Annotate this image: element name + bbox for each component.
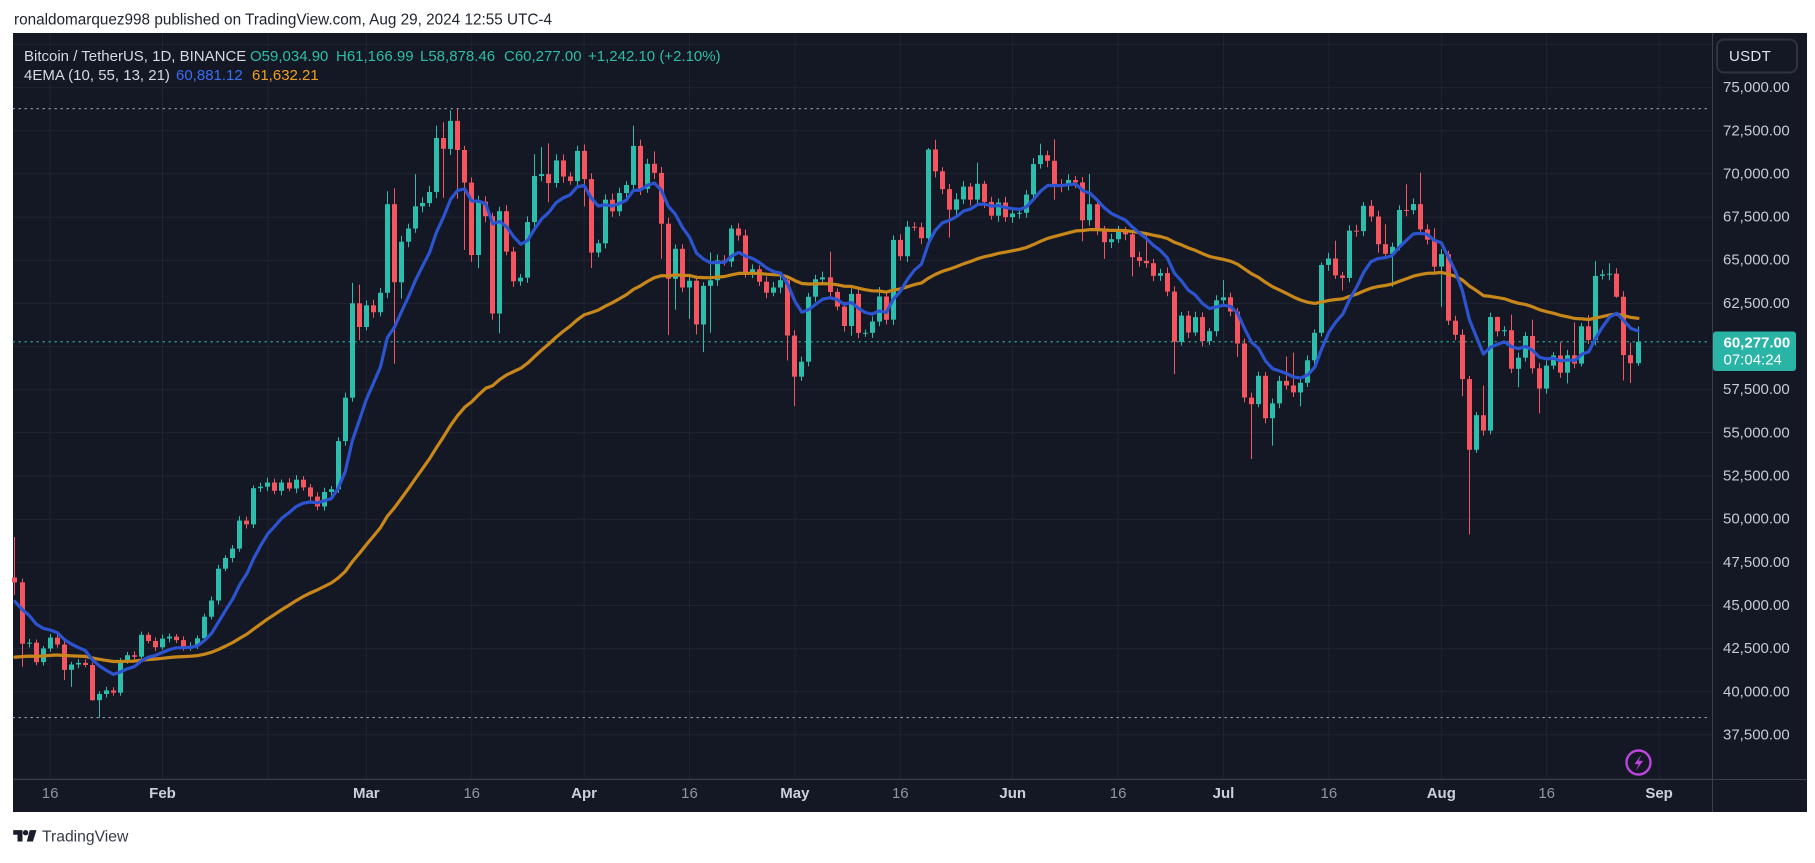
svg-text:50,000.00: 50,000.00 xyxy=(1723,511,1790,528)
svg-text:72,500.00: 72,500.00 xyxy=(1723,122,1790,139)
svg-text:+1,242.10 (+2.10%): +1,242.10 (+2.10%) xyxy=(588,48,721,65)
svg-text:Apr: Apr xyxy=(571,785,597,802)
svg-text:60,881.12: 60,881.12 xyxy=(176,67,243,84)
svg-text:61,632.21: 61,632.21 xyxy=(252,67,319,84)
svg-text:16: 16 xyxy=(1110,785,1127,802)
svg-text:USDT: USDT xyxy=(1729,48,1771,65)
svg-text:65,000.00: 65,000.00 xyxy=(1723,252,1790,269)
svg-text:Jul: Jul xyxy=(1213,785,1235,802)
svg-text:16: 16 xyxy=(1538,785,1555,802)
svg-text:57,500.00: 57,500.00 xyxy=(1723,381,1790,398)
svg-text:16: 16 xyxy=(892,785,909,802)
svg-text:ronaldomarquez998 published on: ronaldomarquez998 published on TradingVi… xyxy=(14,12,553,29)
svg-text:55,000.00: 55,000.00 xyxy=(1723,424,1790,441)
svg-text:16: 16 xyxy=(42,785,59,802)
svg-text:37,500.00: 37,500.00 xyxy=(1723,726,1790,743)
svg-text:Bitcoin / TetherUS, 1D, BINANC: Bitcoin / TetherUS, 1D, BINANCE xyxy=(24,48,246,65)
svg-text:52,500.00: 52,500.00 xyxy=(1723,467,1790,484)
svg-text:62,500.00: 62,500.00 xyxy=(1723,295,1790,312)
svg-text:H61,166.99: H61,166.99 xyxy=(336,48,414,65)
svg-text:Feb: Feb xyxy=(149,785,176,802)
svg-text:42,500.00: 42,500.00 xyxy=(1723,640,1790,657)
svg-text:16: 16 xyxy=(1321,785,1338,802)
svg-text:Aug: Aug xyxy=(1427,785,1456,802)
svg-text:07:04:24: 07:04:24 xyxy=(1724,352,1782,369)
svg-text:Jun: Jun xyxy=(999,785,1026,802)
svg-text:47,500.00: 47,500.00 xyxy=(1723,554,1790,571)
svg-text:Sep: Sep xyxy=(1645,785,1673,802)
svg-text:67,500.00: 67,500.00 xyxy=(1723,209,1790,226)
svg-text:O59,034.90: O59,034.90 xyxy=(250,48,328,65)
svg-text:May: May xyxy=(780,785,810,802)
svg-text:C60,277.00: C60,277.00 xyxy=(504,48,582,65)
svg-text:16: 16 xyxy=(463,785,480,802)
svg-text:45,000.00: 45,000.00 xyxy=(1723,597,1790,614)
svg-text:L58,878.46: L58,878.46 xyxy=(420,48,495,65)
svg-text:70,000.00: 70,000.00 xyxy=(1723,165,1790,182)
svg-text:60,277.00: 60,277.00 xyxy=(1724,335,1791,352)
svg-text:16: 16 xyxy=(681,785,698,802)
svg-text:40,000.00: 40,000.00 xyxy=(1723,683,1790,700)
svg-text:4EMA (10, 55, 13, 21): 4EMA (10, 55, 13, 21) xyxy=(24,67,170,84)
svg-text:75,000.00: 75,000.00 xyxy=(1723,79,1790,96)
svg-text:Mar: Mar xyxy=(353,785,380,802)
svg-text:TradingView: TradingView xyxy=(42,829,129,846)
